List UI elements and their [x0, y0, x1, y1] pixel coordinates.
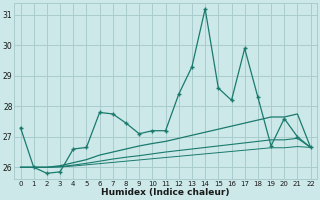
X-axis label: Humidex (Indice chaleur): Humidex (Indice chaleur) — [101, 188, 230, 197]
